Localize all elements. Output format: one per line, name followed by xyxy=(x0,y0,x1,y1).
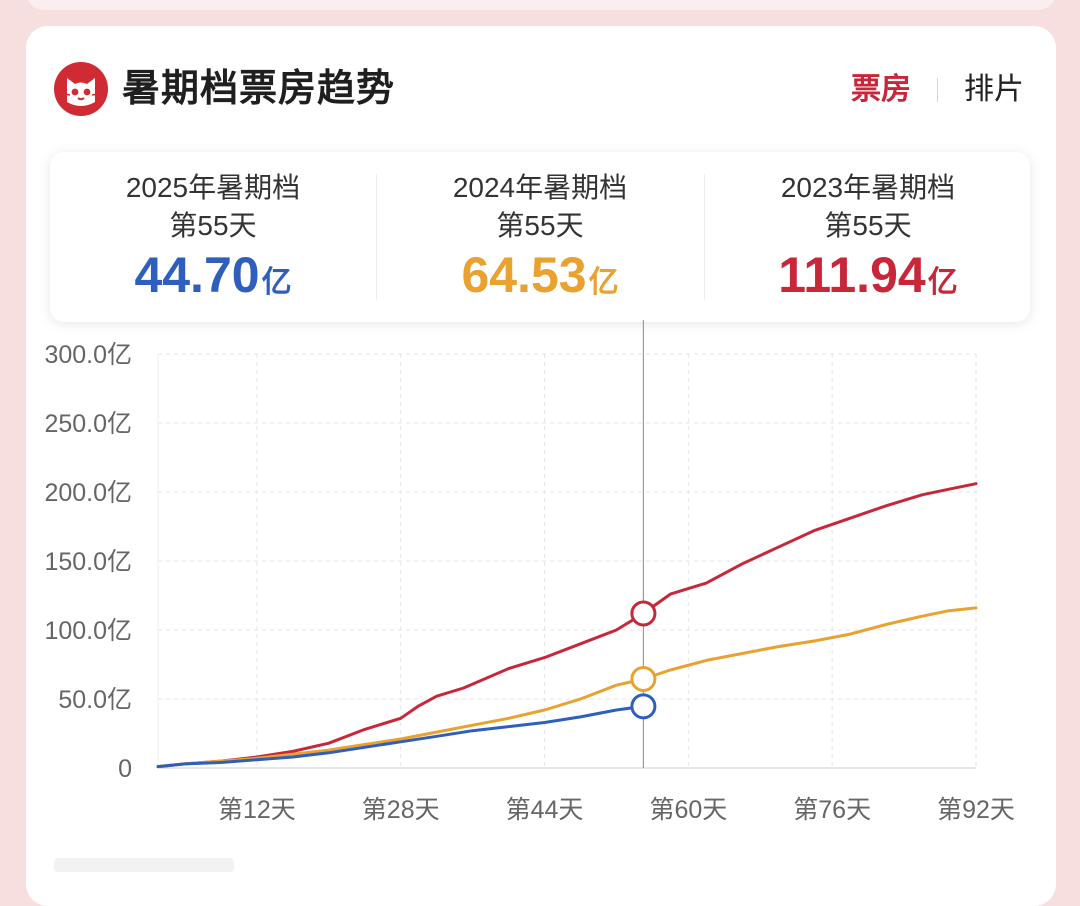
stat-day-label: 第55天 xyxy=(824,210,912,241)
stat-value: 44.70 xyxy=(134,247,260,303)
card-header: 暑期档票房趋势 票房 排片 xyxy=(54,60,1034,118)
x-tick-label: 第92天 xyxy=(937,796,1015,824)
cat-logo-icon xyxy=(54,62,108,116)
previous-card-edge xyxy=(0,0,1080,18)
series-line xyxy=(156,704,645,769)
stat-2025: 2025年暑期档 第55天 44.70亿 xyxy=(50,152,376,322)
y-tick-label: 50.0亿 xyxy=(58,686,132,714)
series-marker-point xyxy=(630,600,657,627)
x-tick-label: 第12天 xyxy=(218,796,296,824)
stat-value: 64.53 xyxy=(461,247,587,303)
stat-divider xyxy=(376,174,377,300)
series-line xyxy=(156,482,978,769)
y-tick-label: 150.0亿 xyxy=(44,548,132,576)
stat-unit: 亿 xyxy=(261,266,292,299)
trend-line-chart[interactable]: 0 50.0亿 100.0亿 150.0亿 200.0亿 250.0亿 300.0亿第12天… xyxy=(0,320,1080,850)
stat-value: 111.94 xyxy=(778,247,926,303)
series-line xyxy=(156,606,978,769)
tab-box-office[interactable]: 票房 xyxy=(851,73,911,106)
series-marker-point xyxy=(630,665,657,692)
y-tick-label: 100.0亿 xyxy=(44,617,132,645)
stat-unit: 亿 xyxy=(588,266,619,299)
next-section-edge xyxy=(54,858,234,872)
stat-divider xyxy=(704,174,705,300)
stat-2023: 2023年暑期档 第55天 111.94亿 xyxy=(705,152,1031,322)
x-tick-label: 第60天 xyxy=(649,796,727,824)
metric-tabs: 票房 排片 xyxy=(851,70,1024,110)
stat-year-label: 2024年暑期档 xyxy=(452,172,628,203)
stat-year-label: 2025年暑期档 xyxy=(125,172,301,203)
x-tick-label: 第28天 xyxy=(362,796,440,824)
page-title: 暑期档票房趋势 xyxy=(122,68,396,110)
tab-screenings[interactable]: 排片 xyxy=(964,73,1024,106)
stat-2024: 2024年暑期档 第55天 64.53亿 xyxy=(377,152,703,322)
series-marker-point xyxy=(630,693,657,720)
y-tick-label: 250.0亿 xyxy=(44,410,132,438)
stat-year-label: 2023年暑期档 xyxy=(780,172,956,203)
y-tick-label: 300.0亿 xyxy=(44,341,132,369)
stat-unit: 亿 xyxy=(927,266,958,299)
y-tick-label: 0 xyxy=(118,755,132,783)
x-tick-label: 第44天 xyxy=(506,796,584,824)
tab-divider xyxy=(937,78,938,102)
stat-day-label: 第55天 xyxy=(169,210,257,241)
stat-day-label: 第55天 xyxy=(496,210,584,241)
x-tick-label: 第76天 xyxy=(793,796,871,824)
summary-panel: 2025年暑期档 第55天 44.70亿 2024年暑期档 第55天 64.53… xyxy=(50,152,1030,322)
y-tick-label: 200.0亿 xyxy=(44,479,132,507)
